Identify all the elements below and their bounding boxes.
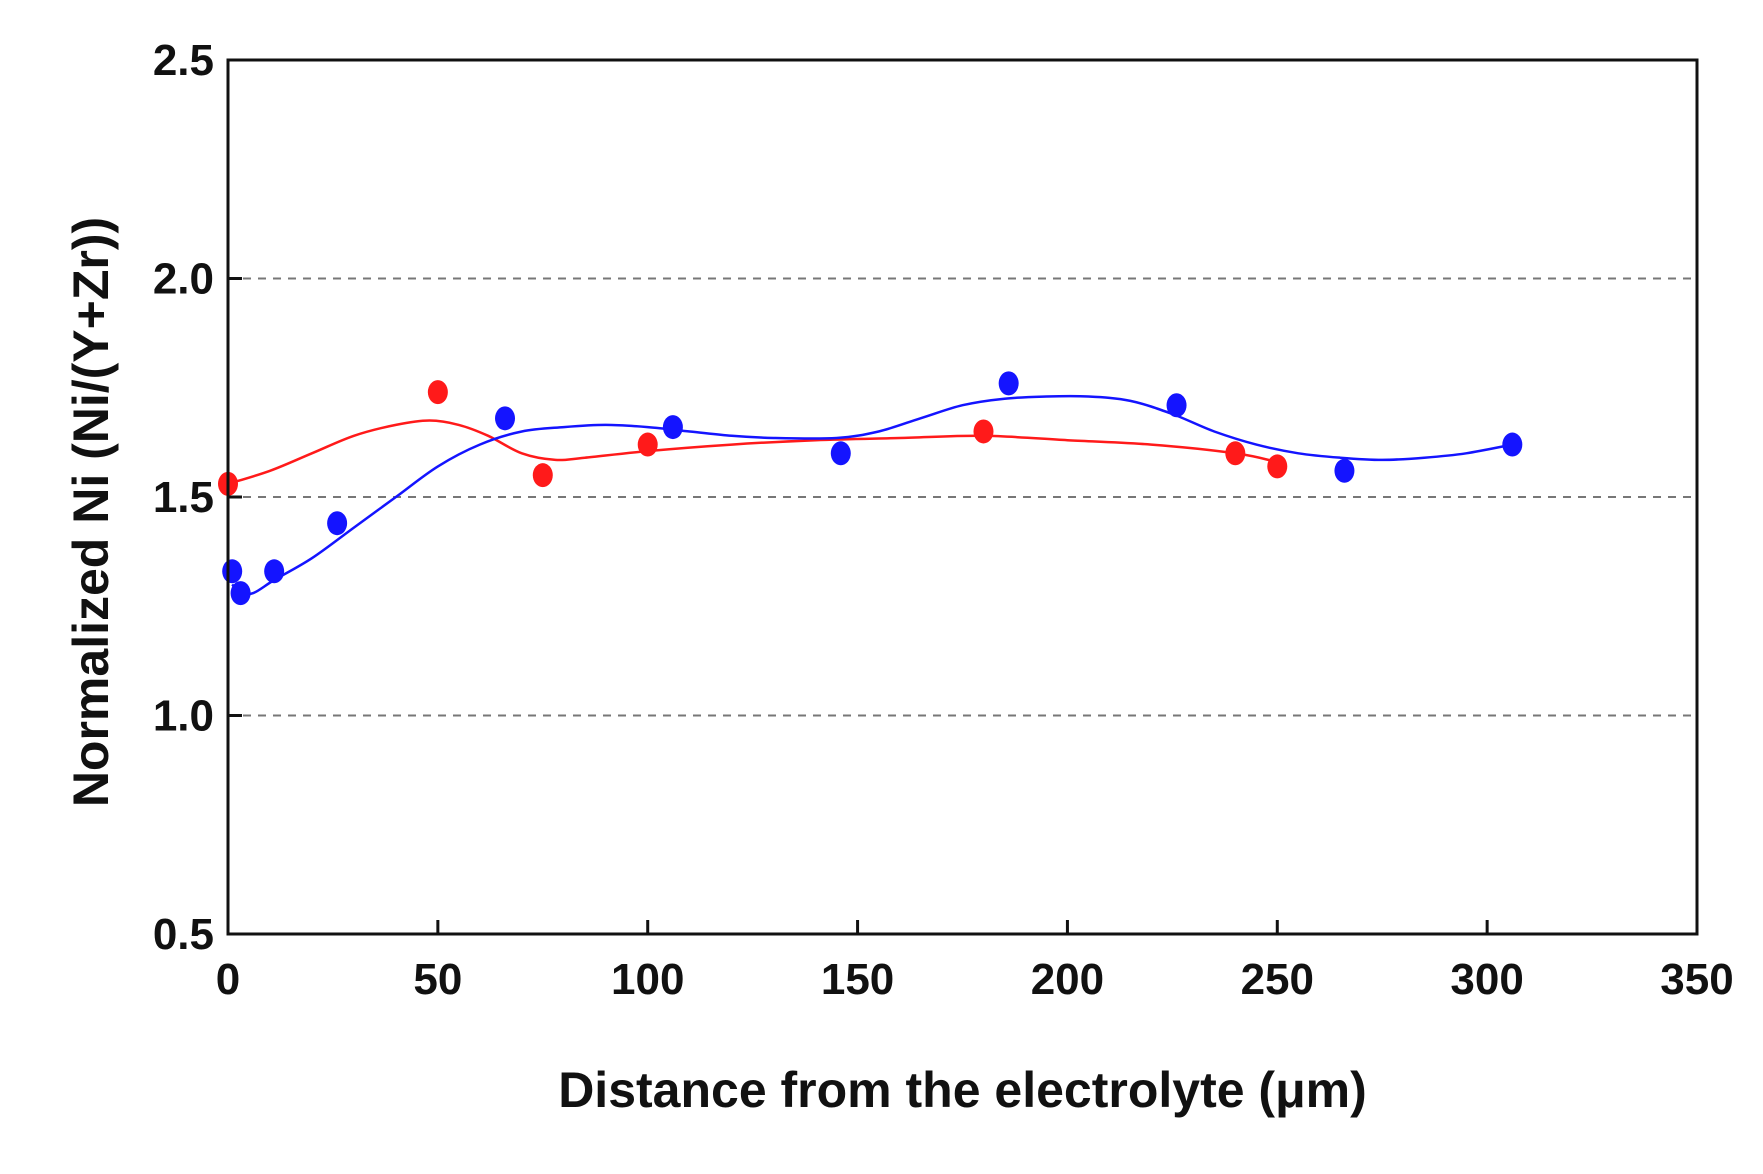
data-point-blue <box>830 441 851 466</box>
fit-curve-blue <box>231 394 1513 596</box>
data-point-red <box>532 463 553 488</box>
x-tick-label: 350 <box>1660 955 1733 1004</box>
data-point-blue <box>1334 458 1355 483</box>
data-point-blue <box>264 559 285 584</box>
tick-labels: 0 50 100 150 200 250 300 350 0.5 1.0 1.5 2.0 2.5 <box>153 36 1734 1004</box>
fit-curve-red <box>227 419 1278 486</box>
y-axis-title: Normalized Ni (Ni/(Y+Zr)) <box>63 217 119 807</box>
data-point-red <box>427 380 448 405</box>
y-tick-label: 1.5 <box>153 473 214 522</box>
x-axis-title: Distance from the electrolyte (μm) <box>558 1062 1367 1118</box>
data-point-blue <box>230 581 251 606</box>
data-point-blue <box>1166 393 1187 418</box>
x-tick-label: 100 <box>611 955 684 1004</box>
axis-ticks <box>226 58 1699 936</box>
data-point-red <box>1225 441 1246 466</box>
fit-curves <box>227 394 1513 596</box>
data-point-blue <box>998 371 1019 396</box>
data-point-blue <box>662 415 683 440</box>
y-tick-label: 1.0 <box>153 692 214 741</box>
data-points <box>218 371 1523 606</box>
data-point-blue <box>495 406 516 431</box>
x-tick-label: 250 <box>1241 955 1314 1004</box>
data-point-red <box>973 419 994 444</box>
x-tick-label: 0 <box>216 955 240 1004</box>
data-point-red <box>637 432 658 457</box>
y-tick-label: 0.5 <box>153 910 214 959</box>
grid-lines <box>228 277 1697 717</box>
y-tick-label: 2.0 <box>153 255 214 304</box>
data-point-blue <box>327 511 348 536</box>
data-point-blue <box>222 559 243 584</box>
x-tick-label: 200 <box>1031 955 1104 1004</box>
x-tick-label: 50 <box>413 955 462 1004</box>
data-point-blue <box>1502 432 1523 457</box>
x-tick-label: 150 <box>821 955 894 1004</box>
y-tick-label: 2.5 <box>153 36 214 85</box>
data-point-red <box>1267 454 1288 479</box>
x-tick-label: 300 <box>1450 955 1523 1004</box>
